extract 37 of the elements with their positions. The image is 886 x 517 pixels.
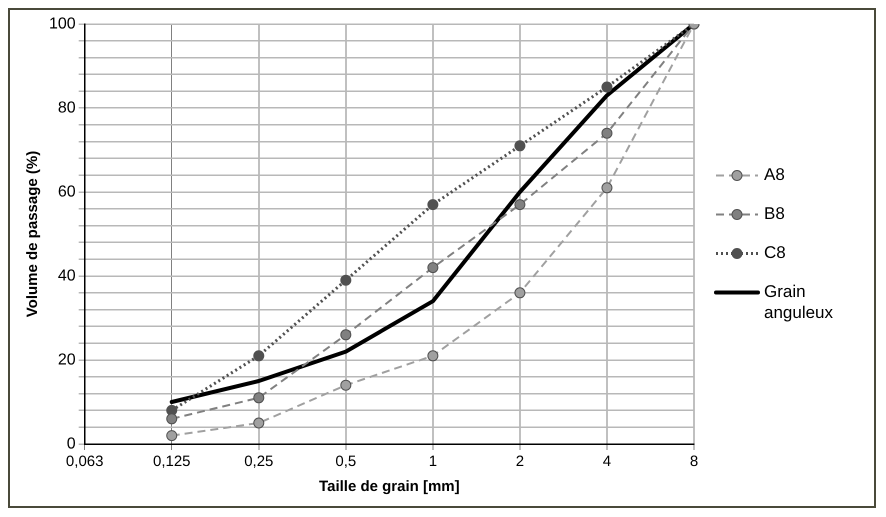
x-tick-label: 0,25 — [244, 453, 274, 470]
point — [601, 182, 612, 194]
x-tick-label: 8 — [690, 453, 698, 470]
y-tick-label: 100 — [48, 15, 76, 32]
point — [427, 262, 438, 274]
legend-label: B8 — [764, 204, 785, 224]
point — [253, 392, 264, 404]
point — [166, 413, 178, 424]
y-tick-label: 0 — [66, 435, 76, 452]
point — [514, 199, 526, 210]
point — [601, 128, 612, 139]
y-tick-label: 80 — [58, 99, 76, 116]
x-tick-label: 0,063 — [66, 453, 104, 470]
point — [253, 418, 264, 428]
point — [514, 287, 526, 298]
y-tick-label: 20 — [58, 351, 76, 368]
point — [601, 82, 612, 92]
y-tick-label: 40 — [58, 267, 76, 284]
point — [340, 380, 352, 391]
legend-label: Grain anguleux — [764, 282, 834, 322]
point — [427, 350, 438, 362]
point — [166, 430, 178, 442]
x-tick-label: 0,5 — [335, 453, 356, 470]
x-axis-title: Taille de grain [mm] — [319, 478, 460, 496]
point — [340, 274, 352, 286]
legend-label: A8 — [764, 165, 785, 184]
x-tick-label: 1 — [428, 453, 438, 470]
y-tick-label: 60 — [58, 183, 76, 200]
point — [514, 140, 526, 152]
x-tick-label: 2 — [516, 453, 524, 470]
point — [253, 350, 264, 362]
point — [427, 199, 438, 210]
x-tick-label: 4 — [602, 453, 612, 470]
legend-label: C8 — [764, 243, 786, 262]
y-axis-title: Volume de passage (%) — [24, 150, 42, 318]
point — [340, 329, 352, 340]
x-tick-label: 0,125 — [152, 453, 191, 470]
